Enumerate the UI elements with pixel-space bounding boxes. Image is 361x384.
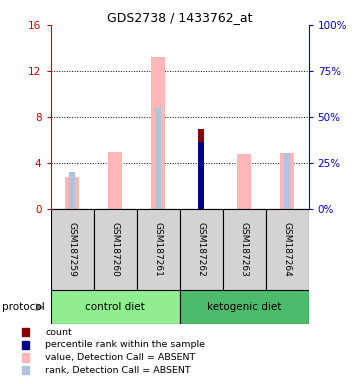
Text: protocol: protocol [2,302,44,312]
Text: rank, Detection Call = ABSENT: rank, Detection Call = ABSENT [45,366,191,375]
Bar [237,154,251,209]
Bar [284,153,290,209]
Bar [179,209,223,290]
Text: ketogenic diet: ketogenic diet [207,302,281,312]
Bar [151,57,165,209]
Bar [51,209,93,290]
Text: GSM187262: GSM187262 [197,222,206,277]
Bar [136,209,179,290]
Bar [51,290,179,324]
Text: GSM187264: GSM187264 [283,222,292,277]
Bar [108,152,122,209]
Bar [280,153,294,209]
Bar [223,209,266,290]
Text: percentile rank within the sample: percentile rank within the sample [45,340,205,349]
Bar [65,177,79,209]
Text: value, Detection Call = ABSENT: value, Detection Call = ABSENT [45,353,195,362]
Title: GDS2738 / 1433762_at: GDS2738 / 1433762_at [107,11,252,24]
Text: GSM187261: GSM187261 [153,222,162,277]
Text: control diet: control diet [85,302,145,312]
Bar [93,209,136,290]
Bar [69,172,75,209]
Text: GSM187260: GSM187260 [110,222,119,277]
Text: GSM187259: GSM187259 [68,222,77,277]
Bar [266,209,309,290]
Text: GSM187263: GSM187263 [240,222,249,277]
Bar [179,290,309,324]
Bar [198,129,204,209]
Bar [155,108,161,209]
Bar [198,142,204,209]
Text: count: count [45,328,72,337]
